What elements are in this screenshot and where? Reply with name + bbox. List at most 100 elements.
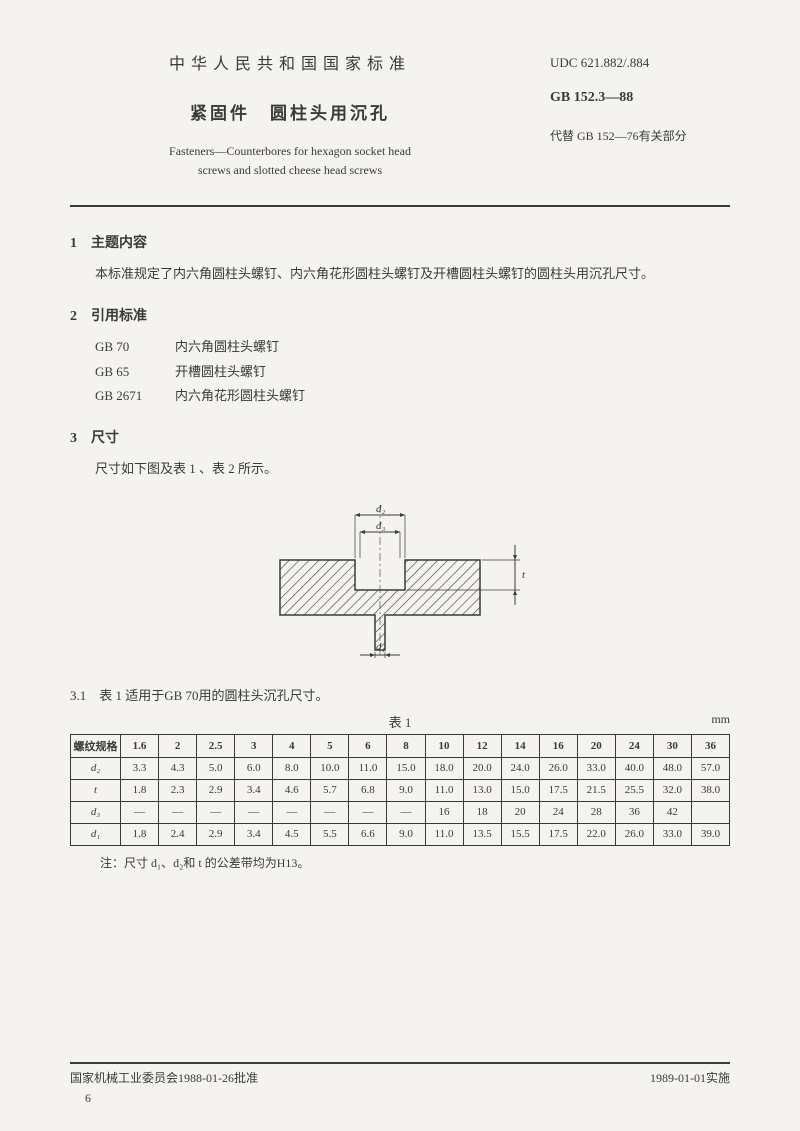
cell: 15.0 <box>387 757 425 779</box>
gb-code: GB 152.3—88 <box>550 84 730 112</box>
cell: 1.8 <box>121 779 159 801</box>
header: 中华人民共和国国家标准 紧固件 圆柱头用沉孔 Fasteners—Counter… <box>70 50 730 180</box>
ref-code: GB 2671 <box>95 384 175 409</box>
table-row: d₂3.34.35.06.08.010.011.015.018.020.024.… <box>71 757 730 779</box>
ref-name: 内六角花形圆柱头螺钉 <box>175 384 305 409</box>
cell: — <box>273 801 311 823</box>
footer-text: 国家机械工业委员会1988-01-26批准 1989-01-01实施 <box>70 1069 730 1086</box>
cell: — <box>197 801 235 823</box>
cell: 6.0 <box>235 757 273 779</box>
ref-item: GB 70 内六角圆柱头螺钉 <box>95 335 730 360</box>
cell: 3.3 <box>121 757 159 779</box>
cell: 2.4 <box>159 823 197 845</box>
cell: 11.0 <box>425 823 463 845</box>
cell: 1.8 <box>121 823 159 845</box>
row-label: d₃ <box>71 801 121 823</box>
table-row: d₁1.82.42.93.44.55.56.69.011.013.515.517… <box>71 823 730 845</box>
dimensions-table: 螺纹规格 1.6 2 2.5 3 4 5 6 8 10 12 14 16 20 … <box>70 734 730 846</box>
cell: 3.4 <box>235 823 273 845</box>
table-note: 注：尺寸 d₁、d₂和 t 的公差带均为H13。 <box>100 854 730 871</box>
header-right: UDC 621.882/.884 GB 152.3—88 代替 GB 152—7… <box>550 50 730 180</box>
cell: 24.0 <box>501 757 539 779</box>
cell: — <box>235 801 273 823</box>
cell: 36 <box>615 801 653 823</box>
cell: 33.0 <box>577 757 615 779</box>
cell: 39.0 <box>691 823 729 845</box>
cell: 15.5 <box>501 823 539 845</box>
ref-name: 内六角圆柱头螺钉 <box>175 335 279 360</box>
page-number: 6 <box>85 1091 730 1106</box>
footer-right: 1989-01-01实施 <box>650 1069 730 1086</box>
cell: 20 <box>501 801 539 823</box>
ref-item: GB 2671 内六角花形圆柱头螺钉 <box>95 384 730 409</box>
table-title: 表 1 <box>70 712 730 731</box>
cell: 25.5 <box>615 779 653 801</box>
country-title: 中华人民共和国国家标准 <box>70 50 510 74</box>
cell: 6.6 <box>349 823 387 845</box>
cell: 11.0 <box>425 779 463 801</box>
ref-item: GB 65 开槽圆柱头螺钉 <box>95 360 730 385</box>
cell: 33.0 <box>653 823 691 845</box>
row-label: t <box>71 779 121 801</box>
cell: 17.5 <box>539 823 577 845</box>
ref-code: GB 65 <box>95 360 175 385</box>
cell: 48.0 <box>653 757 691 779</box>
row-label: d₁ <box>71 823 121 845</box>
cell: 4.6 <box>273 779 311 801</box>
cell: 22.0 <box>577 823 615 845</box>
cell: 16 <box>425 801 463 823</box>
footer-line <box>70 1062 730 1064</box>
cell: 2.9 <box>197 779 235 801</box>
cell: 26.0 <box>615 823 653 845</box>
section2-title: 2 引用标准 <box>70 305 730 325</box>
cell: 6.8 <box>349 779 387 801</box>
cell: 2.9 <box>197 823 235 845</box>
cell: 57.0 <box>691 757 729 779</box>
footer-left: 国家机械工业委员会1988-01-26批准 <box>70 1069 258 1086</box>
d2-label: d₂ <box>376 503 386 515</box>
cell: 17.5 <box>539 779 577 801</box>
cell: 13.5 <box>463 823 501 845</box>
cell: 9.0 <box>387 779 425 801</box>
table-container: 表 1 mm 螺纹规格 1.6 2 2.5 3 4 5 6 8 10 12 14… <box>70 712 730 846</box>
section1-body: 本标准规定了内六角圆柱头螺钉、内六角花形圆柱头螺钉及开槽圆柱头螺钉的圆柱头用沉孔… <box>95 262 730 287</box>
cell: 5.7 <box>311 779 349 801</box>
cell: 18 <box>463 801 501 823</box>
section2-refs: GB 70 内六角圆柱头螺钉 GB 65 开槽圆柱头螺钉 GB 2671 内六角… <box>95 335 730 409</box>
counterbore-diagram: d₂ d₃ t d₁ <box>70 500 730 665</box>
d1-label: d₁ <box>376 641 386 653</box>
cell <box>691 801 729 823</box>
udc-code: UDC 621.882/.884 <box>550 50 730 76</box>
divider-line <box>70 205 730 207</box>
section1-title: 1 主题内容 <box>70 232 730 252</box>
d3-label: d₃ <box>376 520 386 532</box>
ref-code: GB 70 <box>95 335 175 360</box>
cell: 10.0 <box>311 757 349 779</box>
cell: 24 <box>539 801 577 823</box>
table-unit: mm <box>711 712 730 727</box>
replace-text: 代替 GB 152—76有关部分 <box>550 124 730 148</box>
cell: — <box>159 801 197 823</box>
cell: 42 <box>653 801 691 823</box>
header-spec: 螺纹规格 <box>71 734 121 757</box>
cell: 40.0 <box>615 757 653 779</box>
cell: 8.0 <box>273 757 311 779</box>
english-title-line2: screws and slotted cheese head screws <box>70 161 510 180</box>
row-label: d₂ <box>71 757 121 779</box>
main-title: 紧固件 圆柱头用沉孔 <box>70 99 510 124</box>
section3-title: 3 尺寸 <box>70 427 730 447</box>
cell: 38.0 <box>691 779 729 801</box>
english-title-line1: Fasteners—Counterbores for hexagon socke… <box>70 142 510 161</box>
cell: 9.0 <box>387 823 425 845</box>
cell: 28 <box>577 801 615 823</box>
cell: — <box>387 801 425 823</box>
cell: — <box>311 801 349 823</box>
t-label: t <box>522 569 526 581</box>
cell: 4.3 <box>159 757 197 779</box>
header-left: 中华人民共和国国家标准 紧固件 圆柱头用沉孔 Fasteners—Counter… <box>70 50 550 180</box>
cell: 3.4 <box>235 779 273 801</box>
cell: — <box>121 801 159 823</box>
cell: 20.0 <box>463 757 501 779</box>
cell: 18.0 <box>425 757 463 779</box>
cell: 13.0 <box>463 779 501 801</box>
